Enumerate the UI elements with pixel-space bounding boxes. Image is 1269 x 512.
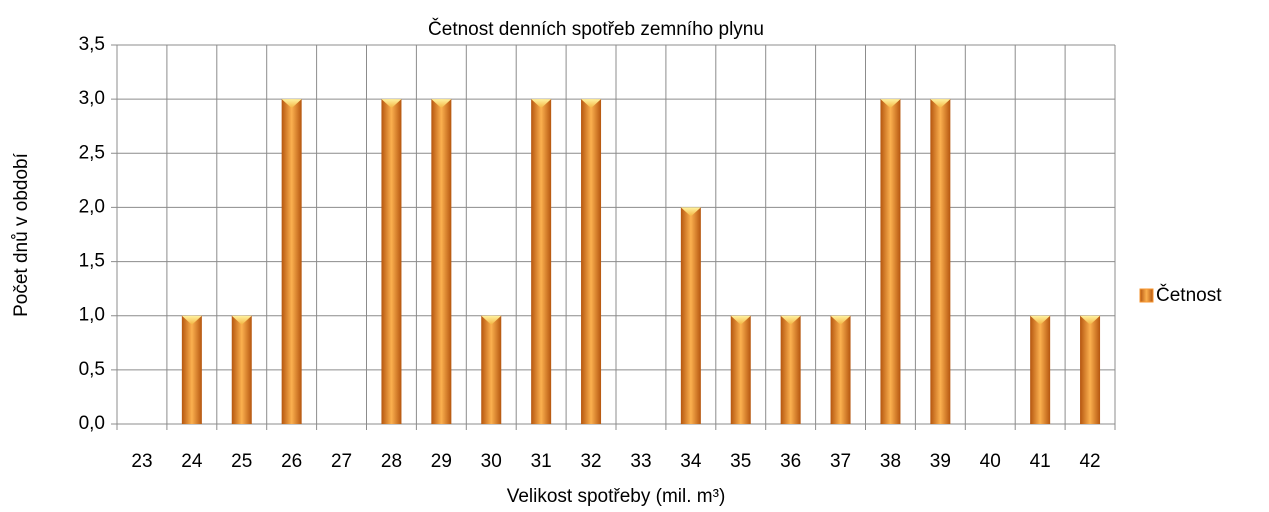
x-tick-label: 31 [531, 451, 552, 472]
bar [930, 99, 951, 425]
bar [680, 207, 701, 424]
bar [1030, 315, 1051, 424]
y-tick-label: 0,5 [79, 359, 105, 380]
bar-cap [381, 99, 402, 109]
x-tick-label: 29 [431, 451, 452, 472]
bar [780, 315, 801, 424]
bar [880, 99, 901, 425]
x-tick-label: 32 [580, 451, 601, 472]
bar-cap [481, 315, 502, 325]
x-tick-label: 23 [131, 451, 152, 472]
x-tick-label: 26 [281, 451, 302, 472]
x-tick-label: 24 [181, 451, 203, 472]
bar-cap [680, 207, 701, 217]
bar-cap [531, 99, 552, 109]
bar-cap [1030, 315, 1051, 325]
bar-body [531, 99, 552, 425]
x-tick-label: 37 [830, 451, 851, 472]
bar-cap [581, 99, 602, 109]
bar-body [1080, 315, 1101, 424]
bar [381, 99, 402, 425]
bar-body [381, 99, 402, 425]
x-tick-label: 30 [481, 451, 502, 472]
bar-body [231, 315, 252, 424]
x-axis-label: Velikost spotřeby (mil. m³) [507, 486, 726, 507]
bar-cap [431, 99, 452, 109]
y-tick-label: 2,5 [79, 142, 105, 163]
bar [581, 99, 602, 425]
bar [231, 315, 252, 424]
legend-label: Četnost [1156, 284, 1222, 306]
x-tick-label: 34 [680, 451, 702, 472]
x-tick-label: 25 [231, 451, 252, 472]
bar [1080, 315, 1101, 424]
x-tick-label: 41 [1030, 451, 1051, 472]
bar-cap [880, 99, 901, 109]
y-tick-label: 3,5 [79, 34, 105, 55]
y-tick-label: 1,0 [79, 305, 105, 326]
bar-body [930, 99, 951, 425]
bar-body [730, 315, 751, 424]
y-tick-label: 3,0 [79, 88, 105, 109]
x-tick-label: 38 [880, 451, 901, 472]
bar-body [680, 207, 701, 424]
bar [431, 99, 452, 425]
y-tick-label: 0,0 [79, 413, 105, 434]
x-tick-label: 39 [930, 451, 951, 472]
y-tick-label: 1,5 [79, 251, 105, 272]
bar-body [1030, 315, 1051, 424]
bar-cap [730, 315, 751, 325]
bar-body [880, 99, 901, 425]
bar-cap [281, 99, 302, 109]
bar [531, 99, 552, 425]
y-axis-label: Počet dnů v období [11, 152, 32, 316]
x-tick-label: 36 [780, 451, 801, 472]
bar [181, 315, 202, 424]
bar-cap [830, 315, 851, 325]
bar-cap [930, 99, 951, 109]
bar-body [431, 99, 452, 425]
x-tick-label: 28 [381, 451, 402, 472]
bar-body [780, 315, 801, 424]
legend-swatch [1139, 288, 1154, 303]
bar [481, 315, 502, 424]
x-tick-label: 35 [730, 451, 751, 472]
bar [730, 315, 751, 424]
bar-body [481, 315, 502, 424]
bar-body [581, 99, 602, 425]
bar-body [830, 315, 851, 424]
chart-title: Četnost denních spotřeb zemního plynu [428, 18, 764, 40]
y-tick-label: 2,0 [79, 196, 105, 217]
x-tick-label: 40 [980, 451, 1001, 472]
bar [830, 315, 851, 424]
bar-cap [181, 315, 202, 325]
bar-body [281, 99, 302, 425]
x-tick-label: 33 [630, 451, 651, 472]
x-tick-label: 27 [331, 451, 352, 472]
bar-cap [231, 315, 252, 325]
x-tick-label: 42 [1079, 451, 1100, 472]
bar-cap [780, 315, 801, 325]
bar [281, 99, 302, 425]
bar-cap [1080, 315, 1101, 325]
bar-body [181, 315, 202, 424]
